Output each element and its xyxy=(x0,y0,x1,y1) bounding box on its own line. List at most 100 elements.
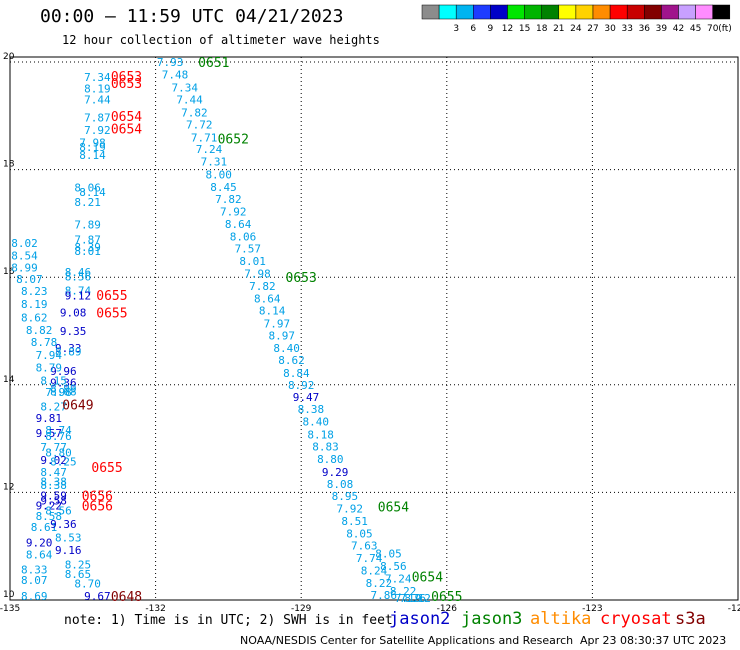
swh-point-label: 9.35 xyxy=(60,325,87,338)
swh-point-label: 8.19 xyxy=(84,82,111,95)
legend-label: 30 xyxy=(604,24,616,34)
swh-point-label: 7.71 xyxy=(191,131,218,144)
legend-swatch xyxy=(455,4,474,20)
swh-point-label: 7.87 xyxy=(84,111,111,124)
swh-point-label: 7.34 xyxy=(171,81,198,94)
swh-point-label: 8.99 xyxy=(50,383,77,396)
swh-point-label: 8.80 xyxy=(45,447,72,460)
satellite-jason3: jason3 xyxy=(461,609,523,629)
legend-label: 42 xyxy=(673,24,684,34)
swh-point-label: 8.39 xyxy=(74,241,101,254)
pass-time-label: 0649 xyxy=(62,399,93,414)
pass-time-label: 0656 xyxy=(82,490,113,505)
swh-point-label: 7.72 xyxy=(186,118,213,131)
swh-point-label: 7.82 xyxy=(249,280,276,293)
swh-point-label: 9.47 xyxy=(293,391,320,404)
swh-point-label: 8.38 xyxy=(298,403,325,416)
swh-point-label: 8.22 xyxy=(390,585,417,598)
swh-point-label: 7.24 xyxy=(385,572,412,585)
swh-point-label: 8.25 xyxy=(50,456,77,469)
x-tick-label: -135 xyxy=(0,604,20,614)
credit-line: NOAA/NESDIS Center for Satellite Applica… xyxy=(240,634,574,647)
legend-swatch xyxy=(524,4,542,20)
swh-point-label: 7.34 xyxy=(84,71,111,84)
swh-point-label: 8.84 xyxy=(283,367,310,380)
swh-point-label: 8.19 xyxy=(79,141,106,154)
legend-swatch xyxy=(421,4,440,20)
swh-point-label: 7.82 xyxy=(181,107,208,120)
swh-point-label: 8.89 xyxy=(55,345,82,358)
swh-point-label: 9.29 xyxy=(322,466,349,479)
legend-label: 3 xyxy=(453,24,459,34)
swh-point-label: 7.92 xyxy=(336,503,363,516)
legend-label: 70 xyxy=(707,24,719,34)
swh-point-label: 8.40 xyxy=(303,415,330,428)
swh-point-label: 8.62 xyxy=(278,354,305,367)
swh-point-label: 8.56 xyxy=(65,271,92,284)
pass-time-label: 0654 xyxy=(111,123,142,138)
swh-point-label: 9.02 xyxy=(40,454,67,467)
swh-point-label: 7.48 xyxy=(162,68,189,81)
y-tick-label: 20 xyxy=(3,52,15,62)
legend-swatch xyxy=(712,4,731,20)
swh-point-label: 8.06 xyxy=(230,230,257,243)
swh-point-label: 9.22 xyxy=(36,499,63,512)
swh-point-label: 7.98 xyxy=(45,386,72,399)
swh-point-label: 8.38 xyxy=(40,476,67,489)
swh-point-label: 8.53 xyxy=(55,532,82,545)
swh-point-label: 8.14 xyxy=(259,305,286,318)
swh-point-label: 8.58 xyxy=(36,510,63,523)
swh-point-label: 8.74 xyxy=(65,285,92,298)
swh-point-label: 8.64 xyxy=(26,548,53,561)
x-tick-label: -120 xyxy=(728,604,740,614)
swh-point-label: 7.93 xyxy=(157,56,184,69)
swh-point-label: 8.07 xyxy=(16,273,43,286)
swh-point-label: 9.58 xyxy=(40,494,67,507)
swh-point-label: 9.81 xyxy=(36,412,63,425)
swh-point-label: 8.25 xyxy=(65,558,92,571)
swh-point-label: 8.47 xyxy=(40,466,67,479)
legend-label: 12 xyxy=(502,24,513,34)
page-title: 00:00 — 11:59 UTC 04/21/2023 xyxy=(40,6,344,27)
swh-point-label: 7.82 xyxy=(215,193,242,206)
legend-swatch xyxy=(575,4,594,20)
swh-point-label: 9.36 xyxy=(50,518,77,531)
swh-point-label: 8.83 xyxy=(312,441,339,454)
legend-label: 33 xyxy=(621,24,632,34)
swh-point-label: 7.24 xyxy=(196,143,223,156)
legend-swatch xyxy=(592,4,611,20)
swh-point-label: 8.74 xyxy=(45,424,72,437)
legend-swatch xyxy=(490,4,508,20)
pass-time-label: 0654 xyxy=(378,500,409,515)
swh-point-label: 8.05 xyxy=(346,527,373,540)
swh-point-label: 7.98 xyxy=(244,267,271,280)
swh-point-label: 7.31 xyxy=(201,156,228,169)
legend-label: 9 xyxy=(488,24,494,34)
swh-point-label: 8.12 xyxy=(404,592,431,605)
swh-point-label: 8.14 xyxy=(79,186,106,199)
swh-point-label: 8.22 xyxy=(366,577,393,590)
swh-point-label: 8.15 xyxy=(40,374,67,387)
legend-label: 18 xyxy=(536,24,548,34)
legend-unit: (ft) xyxy=(718,24,732,34)
swh-point-label: 7.44 xyxy=(84,94,111,107)
swh-point-label: 8.95 xyxy=(332,490,359,503)
swh-point-label: 7.74 xyxy=(356,552,383,565)
swh-point-label: 8.68 xyxy=(50,385,77,398)
satellite-cryosat: cryosat xyxy=(600,609,672,629)
legend-swatch xyxy=(644,4,662,20)
y-tick-label: 12 xyxy=(3,482,14,492)
swh-point-label: 8.19 xyxy=(21,298,48,311)
legend-swatch xyxy=(438,4,457,20)
legend-label: 36 xyxy=(639,24,651,34)
swh-point-label: 8.79 xyxy=(36,362,63,375)
satellite-jason2: jason2 xyxy=(389,609,451,629)
swh-point-label: 8.62 xyxy=(21,312,48,325)
swh-point-label: 8.99 xyxy=(11,262,38,275)
swh-point-label: 7.63 xyxy=(351,540,378,553)
pass-time-label: 0653 xyxy=(286,271,317,286)
swh-point-label: 8.61 xyxy=(31,521,58,534)
swh-point-label: 8.07 xyxy=(21,574,48,587)
legend-swatch xyxy=(609,4,628,20)
